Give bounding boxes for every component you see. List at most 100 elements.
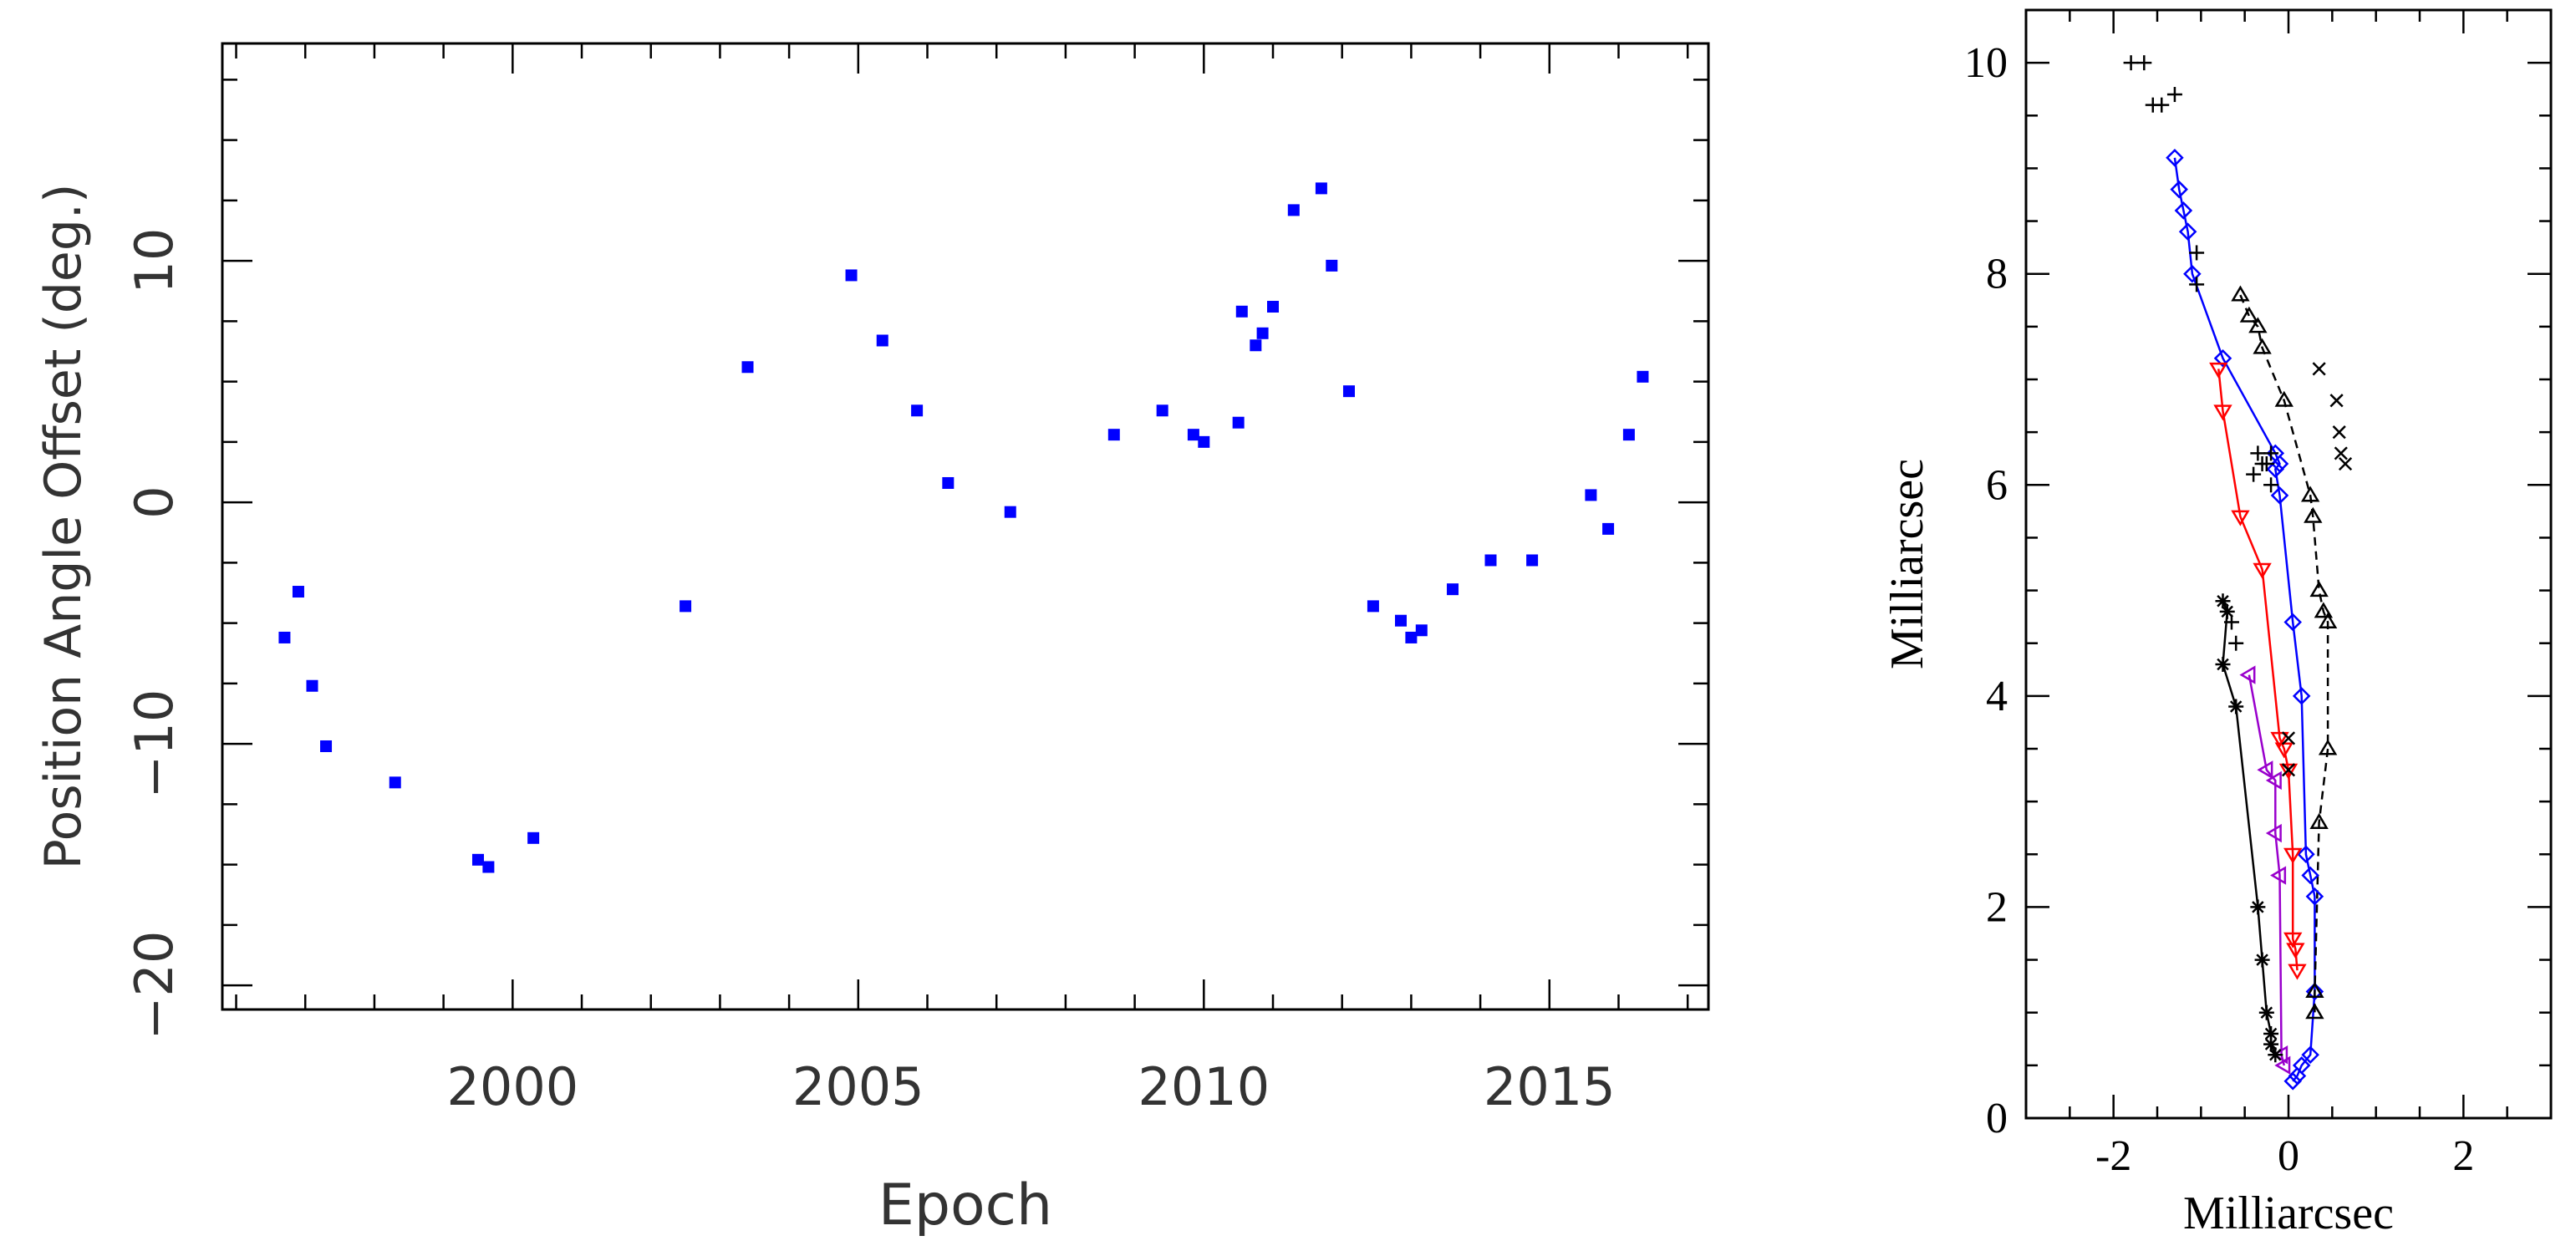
left-data-point: [527, 831, 540, 844]
right-data-point: [2305, 982, 2324, 1001]
left-data-point: [1250, 339, 1262, 352]
left-y-axis-label: Position Angle Offset (deg.): [34, 184, 93, 870]
left-x-tick-label: 2005: [792, 1056, 924, 1117]
left-y-tick-label: 10: [124, 228, 185, 294]
right-data-point: [2301, 866, 2319, 885]
right-data-point: [2265, 823, 2282, 843]
right-data-point: [2329, 394, 2344, 408]
right-data-point: [2305, 981, 2324, 999]
right-data-point: [2305, 1003, 2324, 1020]
right-data-point: [2223, 614, 2239, 630]
left-data-point: [482, 861, 495, 873]
right-data-point: [2334, 446, 2348, 460]
right-series-line: [2217, 369, 2299, 971]
right-data-point: [2268, 1047, 2283, 1063]
left-data-point: [1484, 554, 1497, 567]
right-data-point: [2309, 581, 2329, 598]
left-x-tick-label: 2015: [1484, 1056, 1616, 1117]
right-data-point: [2309, 812, 2329, 829]
left-data-point: [1415, 624, 1428, 637]
right-data-point: [2332, 425, 2346, 440]
left-data-point: [292, 586, 304, 598]
right-data-point: [2278, 763, 2299, 780]
right-data-point: [2274, 1055, 2291, 1076]
right-data-point: [2239, 665, 2256, 684]
right-series-line: [2222, 600, 2277, 1055]
right-data-point: [2254, 952, 2270, 968]
right-data-point: [2304, 506, 2323, 523]
left-data-point: [1526, 554, 1539, 567]
left-data-point: [1326, 259, 1338, 272]
left-data-point: [278, 631, 291, 643]
left-data-point: [1232, 416, 1245, 429]
right-data-point: [2292, 687, 2311, 705]
left-data-point: [1156, 404, 1168, 417]
left-data-point: [1187, 429, 1199, 441]
right-data-point: [2166, 87, 2182, 103]
right-series-lines: [2173, 157, 2329, 1082]
left-data-point: [1198, 435, 1210, 448]
left-data-point: [1367, 600, 1379, 613]
right-data-point: [2231, 285, 2250, 302]
right-x-tick-label: -2: [2095, 1132, 2131, 1180]
right-data-point: [2228, 635, 2244, 651]
right-data-point: [2266, 460, 2285, 479]
left-data-point: [876, 334, 888, 347]
left-y-tick-label: 0: [124, 486, 185, 518]
right-data-point: [2253, 562, 2272, 579]
right-data-point: [2288, 964, 2307, 980]
right-data-point: [2178, 222, 2197, 241]
right-data-point: [2250, 899, 2266, 915]
right-data-point: [2246, 466, 2262, 482]
left-data-point: [942, 476, 955, 489]
right-y-axis-label: Milliarcsec: [1881, 459, 1933, 669]
right-data-point: [2209, 362, 2228, 379]
left-data-point: [1622, 429, 1635, 441]
right-data-point: [2239, 306, 2259, 323]
right-data-point: [2189, 277, 2205, 292]
left-data-point: [1315, 182, 1327, 195]
left-y-tick-label: −20: [124, 931, 185, 1040]
right-data-point: [2174, 201, 2193, 220]
left-data-point: [1267, 301, 1280, 313]
right-data-point: [2283, 1072, 2303, 1091]
right-data-point: [2314, 602, 2334, 618]
right-y-tick-label: 10: [1964, 39, 2008, 87]
right-data-point: [2248, 317, 2268, 333]
left-data-point: [389, 776, 401, 789]
left-data-point: [1287, 204, 1300, 216]
left-data-point: [1602, 522, 1615, 535]
right-data-point: [2301, 1045, 2319, 1064]
right-data-point: [2318, 612, 2338, 629]
right-data-point: [2265, 770, 2282, 791]
left-data-point: [320, 740, 333, 752]
right-x-tick-label: 2: [2452, 1132, 2474, 1180]
right-data-point: [2213, 348, 2232, 368]
right-ticks: [2024, 8, 2553, 1120]
right-data-point: [2183, 264, 2202, 283]
left-x-axis-label: Epoch: [878, 1172, 1052, 1238]
right-data-point: [2215, 656, 2231, 672]
left-data-point: [1405, 631, 1418, 643]
right-data-point: [2297, 845, 2315, 864]
right-data-point: [2170, 180, 2188, 199]
left-data-point: [1585, 489, 1597, 501]
right-data-point: [2228, 699, 2244, 714]
left-x-tick-label: 2010: [1138, 1056, 1270, 1117]
right-chart-panel: -2 0 2 0 2 4 6 8 10 Milliarcsec Milliarcsec: [1881, 8, 2553, 1239]
right-y-tick-label: 2: [1986, 883, 2008, 931]
right-data-point: [2283, 932, 2303, 948]
right-data-point: [2258, 456, 2274, 472]
right-data-point: [2283, 847, 2303, 864]
left-data-point: [1256, 327, 1269, 339]
left-data-point: [1004, 506, 1016, 518]
left-data-point: [741, 361, 754, 374]
left-data-point: [1107, 429, 1120, 441]
right-data-point: [2274, 390, 2293, 407]
right-data-point: [2154, 97, 2170, 113]
right-data-point: [2166, 149, 2184, 167]
right-data-point: [2136, 55, 2152, 71]
right-data-points: [2123, 55, 2353, 1091]
left-data-point: [680, 600, 692, 613]
